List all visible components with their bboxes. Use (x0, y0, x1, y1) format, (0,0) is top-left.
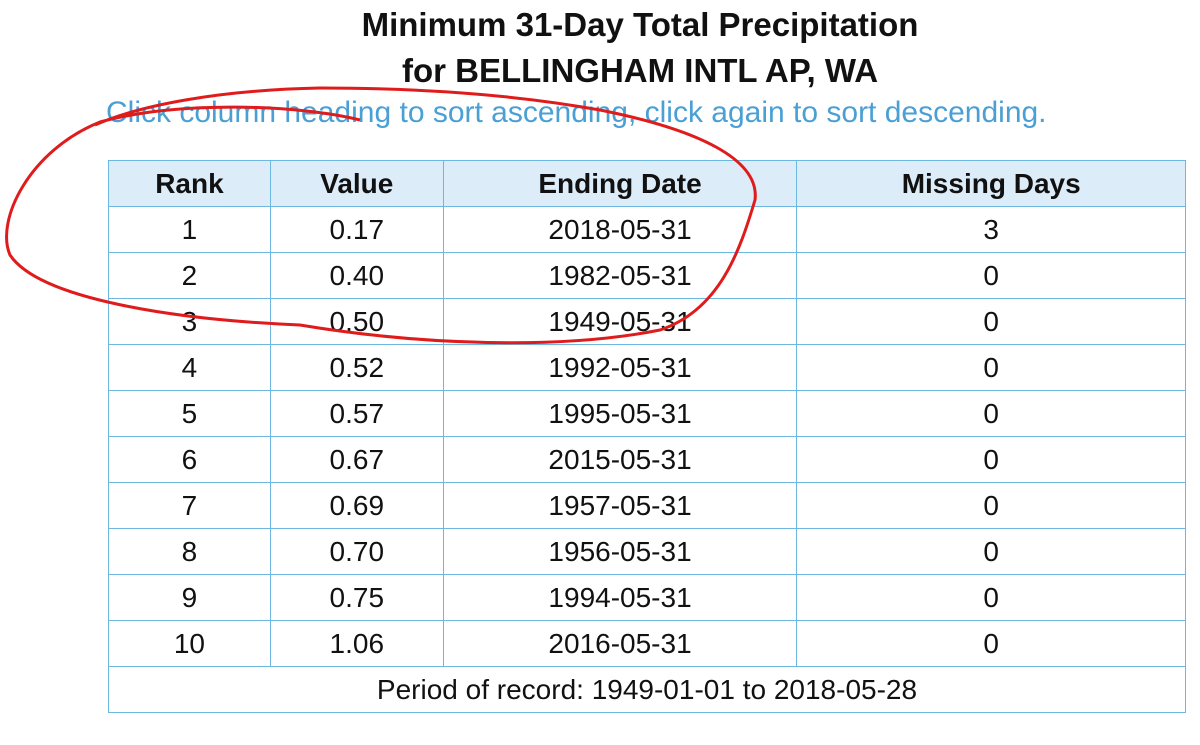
table-cell: 0.67 (269, 436, 444, 483)
table-cell: 4 (108, 344, 271, 391)
subtitle: for BELLINGHAM INTL AP, WA (401, 52, 879, 89)
table-cell: 0.50 (269, 298, 444, 345)
table-cell: 0.75 (269, 574, 444, 621)
data-table: Rank Value Ending Date Missing Days 1 0.17 20… (108, 160, 1186, 713)
table-cell: 2 (108, 252, 271, 299)
table-cell: 3 (108, 298, 271, 345)
table-row: 1 0.17 2018-05-31 3 (108, 206, 1186, 253)
table-cell: 1.06 (269, 620, 444, 667)
table-row: 3 0.50 1949-05-31 0 (108, 298, 1186, 345)
table-row: 5 0.57 1995-05-31 0 (108, 390, 1186, 437)
footer-cell: Period of record: 1949-01-01 to 2018-05-… (108, 666, 1186, 713)
column-heading[interactable]: Missing Days (796, 160, 1186, 207)
table-cell: 1995-05-31 (442, 390, 798, 437)
footer-row: Period of record: 1949-01-01 to 2018-05-… (108, 666, 1186, 713)
table-row: 7 0.69 1957-05-31 0 (108, 482, 1186, 529)
table-cell: 0 (796, 298, 1186, 345)
table-cell: 0.52 (269, 344, 444, 391)
table-cell: 7 (108, 482, 271, 529)
column-heading[interactable]: Value (269, 160, 444, 207)
table-row: 8 0.70 1956-05-31 0 (108, 528, 1186, 575)
table-row: 2 0.40 1982-05-31 0 (108, 252, 1186, 299)
table-cell: 0.70 (269, 528, 444, 575)
table-row: 10 1.06 2016-05-31 0 (108, 620, 1186, 667)
table-cell: 2015-05-31 (442, 436, 798, 483)
table-cell: 2018-05-31 (442, 206, 798, 253)
title: Minimum 31-Day Total Precipitation (361, 6, 919, 43)
table-cell: 0.57 (269, 390, 444, 437)
table-cell: 1957-05-31 (442, 482, 798, 529)
table-cell: 0.17 (269, 206, 444, 253)
table-cell: 0.69 (269, 482, 444, 529)
table-row: 9 0.75 1994-05-31 0 (108, 574, 1186, 621)
table-cell: 0 (796, 344, 1186, 391)
table-cell: 0 (796, 528, 1186, 575)
header-row: Rank Value Ending Date Missing Days (108, 160, 1186, 207)
table-cell: 1992-05-31 (442, 344, 798, 391)
table-cell: 1 (108, 206, 271, 253)
table-cell: 9 (108, 574, 271, 621)
table-cell: 0 (796, 620, 1186, 667)
table-row: 4 0.52 1992-05-31 0 (108, 344, 1186, 391)
table-cell: 1982-05-31 (442, 252, 798, 299)
table-cell: 3 (796, 206, 1186, 253)
table-body: 1 0.17 2018-05-31 3 2 0.40 1982-05-31 0 3 0.50 194… (108, 206, 1186, 713)
table-cell: 5 (108, 390, 271, 437)
table-cell: 10 (108, 620, 271, 667)
table-cell: 1949-05-31 (442, 298, 798, 345)
table-cell: 6 (108, 436, 271, 483)
column-heading[interactable]: Rank (108, 160, 271, 207)
table-row: 6 0.67 2015-05-31 0 (108, 436, 1186, 483)
table-cell: 0 (796, 252, 1186, 299)
column-heading[interactable]: Ending Date (442, 160, 798, 207)
table-cell: 1956-05-31 (442, 528, 798, 575)
table-cell: 0 (796, 574, 1186, 621)
table-cell: 1994-05-31 (442, 574, 798, 621)
table-cell: 0.40 (269, 252, 444, 299)
table-cell: 0 (796, 436, 1186, 483)
table-cell: 8 (108, 528, 271, 575)
table-cell: 0 (796, 390, 1186, 437)
instruction: Click column heading to sort ascending, … (106, 96, 1047, 129)
table-cell: 2016-05-31 (442, 620, 798, 667)
table-cell: 0 (796, 482, 1186, 529)
